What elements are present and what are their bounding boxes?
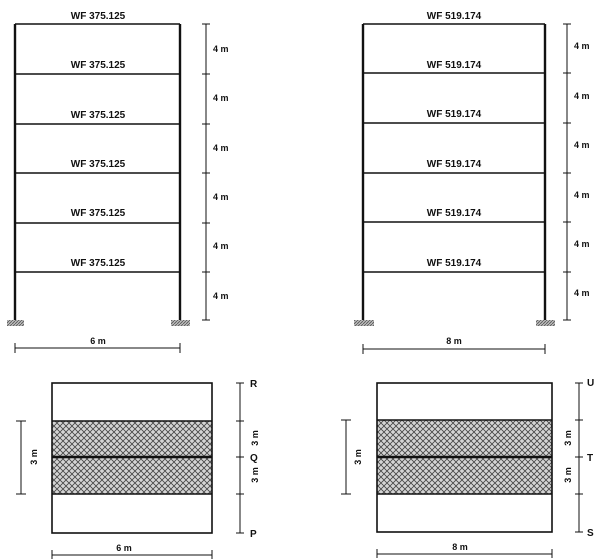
beam-label: WF 519.174 [427,208,482,219]
point-label: S [587,528,594,539]
beam-label: WF 519.174 [427,159,482,170]
point-label: Q [250,453,258,464]
width-dimension-line [51,550,213,559]
point-label: P [250,529,257,540]
support-left [354,320,374,326]
strip-dim: 3 m [563,467,573,483]
support-right [536,320,555,326]
storey-dim: 4 m [574,190,590,200]
storey-dim: 4 m [574,140,590,150]
storey-dimension-line [202,23,210,321]
point-label: R [250,379,258,390]
frame-right: WF 519.174 WF 519.174 WF 519.174 WF 519.… [354,11,590,354]
beam-label: WF 519.174 [427,11,482,22]
beam-label: WF 375.125 [71,208,126,219]
point-label: U [587,378,594,389]
strip-dim: 3 m [250,467,260,483]
left-dimension-line [341,419,351,495]
frame-left: WF 375.125 WF 375.125 WF 375.125 WF 375.… [7,11,229,353]
storey-dim: 4 m [213,192,229,202]
storey-dim: 4 m [213,44,229,54]
beam-label: WF 375.125 [71,60,126,71]
span-dim: 6 m [90,336,106,346]
support-right [171,320,190,326]
storey-dim: 4 m [574,288,590,298]
width-dim: 8 m [452,542,468,552]
storey-dimension-line [563,23,571,321]
storey-dim: 4 m [213,291,229,301]
storey-dim: 4 m [213,93,229,103]
storey-dim: 4 m [574,91,590,101]
storey-dim: 4 m [213,241,229,251]
storey-dim: 4 m [574,41,590,51]
beam-label: WF 375.125 [71,159,126,170]
beam-label: WF 375.125 [71,258,126,269]
strip-dim: 3 m [250,430,260,446]
beam-label: WF 519.174 [427,258,482,269]
width-dimension-line [376,549,553,558]
strip-width-dim: 3 m [353,449,363,465]
span-dimension-line [14,343,181,353]
right-dimension-line [575,382,583,533]
storey-dim: 4 m [574,239,590,249]
point-label: T [587,453,593,464]
beam-label: WF 519.174 [427,60,482,71]
plan-left: 3 m 3 m R Q P 3 m 6 m [16,379,260,559]
strip-dim: 3 m [563,430,573,446]
storey-dim: 4 m [213,143,229,153]
span-dimension-line [362,344,546,354]
width-dim: 6 m [116,543,132,553]
support-left [7,320,24,326]
right-dimension-line [236,382,244,534]
beam-label: WF 375.125 [71,110,126,121]
strip-width-dim: 3 m [29,449,39,465]
left-dimension-line [16,420,26,495]
span-dim: 8 m [446,336,462,346]
plan-right: 3 m 3 m U T S 3 m 8 m [341,378,594,558]
beam-label: WF 519.174 [427,109,482,120]
beam-label: WF 375.125 [71,11,126,22]
